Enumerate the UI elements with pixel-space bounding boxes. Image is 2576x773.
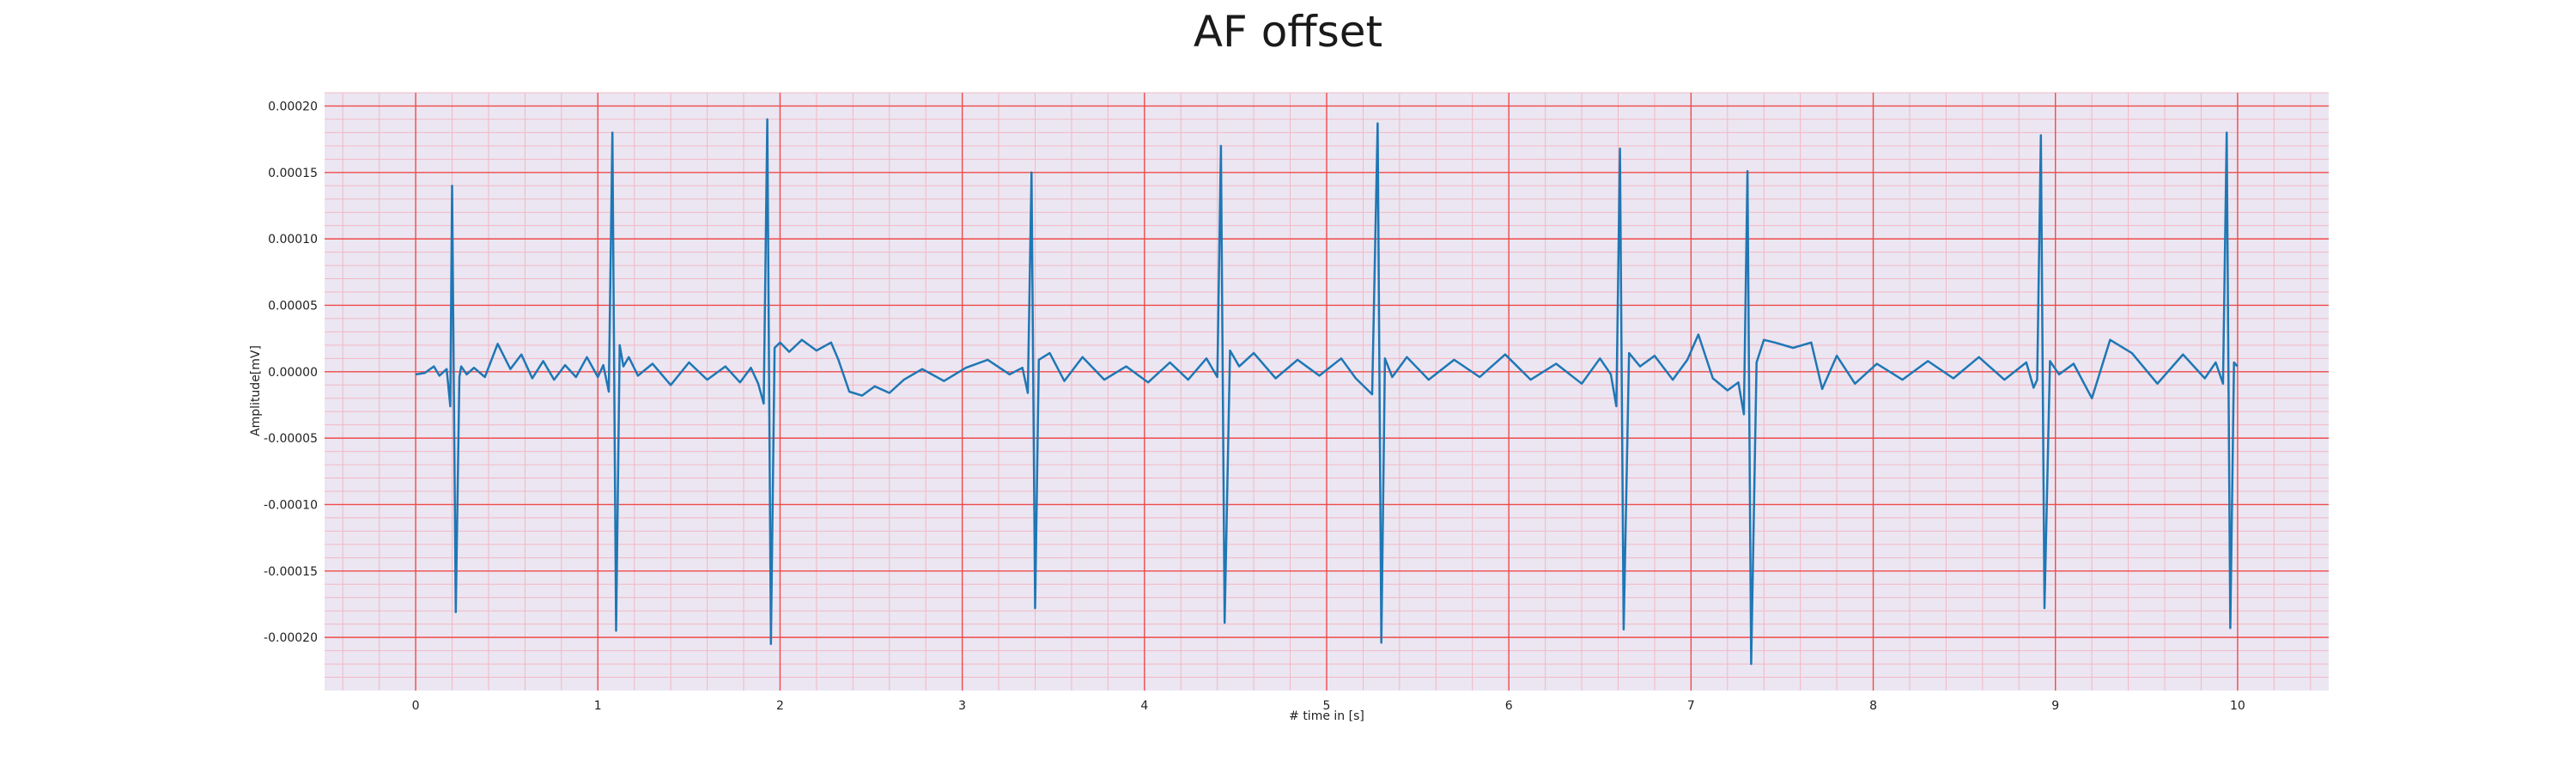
x-tick-label: 5 <box>1323 699 1331 713</box>
x-tick-label: 6 <box>1505 699 1513 713</box>
x-tick-label: 1 <box>594 699 602 713</box>
x-tick-label: 8 <box>1869 699 1877 713</box>
x-tick-label: 3 <box>958 699 966 713</box>
x-tick-label: 4 <box>1140 699 1148 713</box>
y-tick-label: 0.00020 <box>268 100 318 113</box>
y-tick-label: 0.00000 <box>268 366 318 380</box>
y-axis-label: Amplitude[mV] <box>249 345 263 436</box>
y-tick-label: -0.00005 <box>264 432 318 446</box>
x-tick-label: 0 <box>412 699 420 713</box>
x-axis-label: # time in [s] <box>1289 709 1364 723</box>
x-tick-label: 10 <box>2230 699 2245 713</box>
x-tick-label: 2 <box>776 699 784 713</box>
y-tick-label: -0.00020 <box>264 631 318 645</box>
x-tick-label: 9 <box>2051 699 2059 713</box>
ecg-signal-line <box>415 118 2239 666</box>
y-tick-label: 0.00010 <box>268 233 318 247</box>
chart-title: AF offset <box>1194 7 1382 57</box>
y-tick-labels: -0.00020 -0.00015 -0.00010 -0.00005 0.00000 0… <box>264 100 318 645</box>
plot-area <box>325 92 2329 691</box>
x-tick-labels: 0 1 2 3 4 5 6 7 8 9 10 <box>412 699 2245 713</box>
y-tick-label: 0.00015 <box>268 167 318 180</box>
x-tick-label: 7 <box>1687 699 1695 713</box>
y-tick-label: -0.00010 <box>264 498 318 512</box>
y-tick-label: 0.00005 <box>268 299 318 313</box>
y-tick-label: -0.00015 <box>264 565 318 579</box>
